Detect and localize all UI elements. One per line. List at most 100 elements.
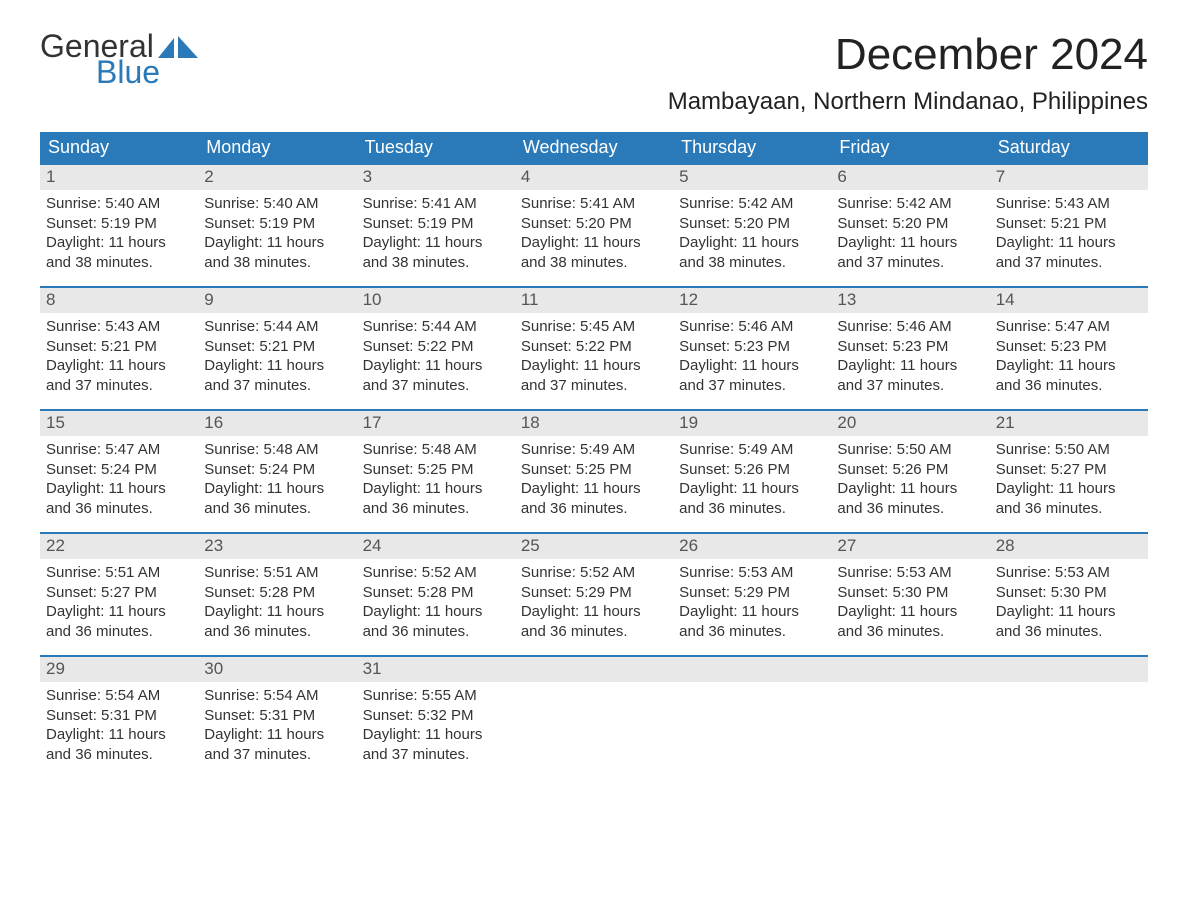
day-info-line: Sunrise: 5:43 AM xyxy=(46,317,192,337)
day-cell: 20Sunrise: 5:50 AMSunset: 5:26 PMDayligh… xyxy=(831,411,989,518)
day-body: Sunrise: 5:50 AMSunset: 5:27 PMDaylight:… xyxy=(990,436,1148,518)
day-info-line: and 37 minutes. xyxy=(996,253,1142,273)
day-cell: 11Sunrise: 5:45 AMSunset: 5:22 PMDayligh… xyxy=(515,288,673,395)
day-cell: 13Sunrise: 5:46 AMSunset: 5:23 PMDayligh… xyxy=(831,288,989,395)
day-number: 14 xyxy=(990,288,1148,313)
day-info-line: and 36 minutes. xyxy=(46,499,192,519)
day-info-line: and 36 minutes. xyxy=(996,499,1142,519)
day-body: Sunrise: 5:47 AMSunset: 5:24 PMDaylight:… xyxy=(40,436,198,518)
day-info-line: Sunset: 5:30 PM xyxy=(996,583,1142,603)
day-cell: 31Sunrise: 5:55 AMSunset: 5:32 PMDayligh… xyxy=(357,657,515,764)
week-row: 15Sunrise: 5:47 AMSunset: 5:24 PMDayligh… xyxy=(40,409,1148,518)
day-body: Sunrise: 5:49 AMSunset: 5:25 PMDaylight:… xyxy=(515,436,673,518)
day-body: Sunrise: 5:42 AMSunset: 5:20 PMDaylight:… xyxy=(831,190,989,272)
day-info-line: Sunset: 5:21 PM xyxy=(996,214,1142,234)
day-info-line: Sunrise: 5:50 AM xyxy=(996,440,1142,460)
day-number: 6 xyxy=(831,165,989,190)
day-body: Sunrise: 5:43 AMSunset: 5:21 PMDaylight:… xyxy=(40,313,198,395)
sail-icon xyxy=(158,36,198,58)
day-body: Sunrise: 5:51 AMSunset: 5:28 PMDaylight:… xyxy=(198,559,356,641)
day-number: 16 xyxy=(198,411,356,436)
day-info-line: Sunrise: 5:40 AM xyxy=(46,194,192,214)
day-info-line: Sunrise: 5:49 AM xyxy=(679,440,825,460)
day-number: 30 xyxy=(198,657,356,682)
day-body: Sunrise: 5:44 AMSunset: 5:22 PMDaylight:… xyxy=(357,313,515,395)
day-cell: 1Sunrise: 5:40 AMSunset: 5:19 PMDaylight… xyxy=(40,165,198,272)
header: General Blue December 2024 Mambayaan, No… xyxy=(40,30,1148,128)
day-cell: 14Sunrise: 5:47 AMSunset: 5:23 PMDayligh… xyxy=(990,288,1148,395)
day-number: 12 xyxy=(673,288,831,313)
day-number: 7 xyxy=(990,165,1148,190)
day-info-line: and 37 minutes. xyxy=(363,376,509,396)
day-info-line: Sunrise: 5:48 AM xyxy=(363,440,509,460)
day-cell: 18Sunrise: 5:49 AMSunset: 5:25 PMDayligh… xyxy=(515,411,673,518)
day-body: Sunrise: 5:49 AMSunset: 5:26 PMDaylight:… xyxy=(673,436,831,518)
day-info-line: Sunset: 5:31 PM xyxy=(204,706,350,726)
day-body: Sunrise: 5:42 AMSunset: 5:20 PMDaylight:… xyxy=(673,190,831,272)
day-number: 23 xyxy=(198,534,356,559)
day-info-line: Daylight: 11 hours xyxy=(679,479,825,499)
day-info-line: Sunset: 5:21 PM xyxy=(204,337,350,357)
day-info-line: Sunset: 5:20 PM xyxy=(679,214,825,234)
day-info-line: and 36 minutes. xyxy=(521,622,667,642)
day-info-line: Sunrise: 5:42 AM xyxy=(837,194,983,214)
day-info-line: and 38 minutes. xyxy=(679,253,825,273)
day-body: Sunrise: 5:53 AMSunset: 5:29 PMDaylight:… xyxy=(673,559,831,641)
day-cell: 2Sunrise: 5:40 AMSunset: 5:19 PMDaylight… xyxy=(198,165,356,272)
day-info-line: and 37 minutes. xyxy=(837,253,983,273)
day-info-line: Daylight: 11 hours xyxy=(837,602,983,622)
day-body: Sunrise: 5:40 AMSunset: 5:19 PMDaylight:… xyxy=(198,190,356,272)
day-info-line: Daylight: 11 hours xyxy=(521,479,667,499)
weekday-monday: Monday xyxy=(198,132,356,163)
weekday-sunday: Sunday xyxy=(40,132,198,163)
day-number: 11 xyxy=(515,288,673,313)
day-info-line: and 36 minutes. xyxy=(204,499,350,519)
week-row: 8Sunrise: 5:43 AMSunset: 5:21 PMDaylight… xyxy=(40,286,1148,395)
day-cell: 17Sunrise: 5:48 AMSunset: 5:25 PMDayligh… xyxy=(357,411,515,518)
day-info-line: Sunset: 5:26 PM xyxy=(679,460,825,480)
day-body: Sunrise: 5:47 AMSunset: 5:23 PMDaylight:… xyxy=(990,313,1148,395)
day-info-line: and 36 minutes. xyxy=(46,622,192,642)
day-info-line: Sunset: 5:19 PM xyxy=(46,214,192,234)
day-info-line: Sunset: 5:29 PM xyxy=(521,583,667,603)
day-number: 19 xyxy=(673,411,831,436)
day-number: 1 xyxy=(40,165,198,190)
day-info-line: Sunset: 5:27 PM xyxy=(996,460,1142,480)
day-cell: 10Sunrise: 5:44 AMSunset: 5:22 PMDayligh… xyxy=(357,288,515,395)
day-info-line: Sunrise: 5:52 AM xyxy=(521,563,667,583)
day-body: Sunrise: 5:55 AMSunset: 5:32 PMDaylight:… xyxy=(357,682,515,764)
day-info-line: Daylight: 11 hours xyxy=(996,479,1142,499)
day-number: 24 xyxy=(357,534,515,559)
day-info-line: Daylight: 11 hours xyxy=(837,356,983,376)
day-body: Sunrise: 5:43 AMSunset: 5:21 PMDaylight:… xyxy=(990,190,1148,272)
day-cell: 27Sunrise: 5:53 AMSunset: 5:30 PMDayligh… xyxy=(831,534,989,641)
day-info-line: Sunrise: 5:51 AM xyxy=(46,563,192,583)
day-body: Sunrise: 5:52 AMSunset: 5:29 PMDaylight:… xyxy=(515,559,673,641)
day-info-line: Sunrise: 5:54 AM xyxy=(204,686,350,706)
day-info-line: Sunrise: 5:47 AM xyxy=(46,440,192,460)
location: Mambayaan, Northern Mindanao, Philippine… xyxy=(668,88,1148,116)
day-info-line: Daylight: 11 hours xyxy=(46,602,192,622)
day-cell: 28Sunrise: 5:53 AMSunset: 5:30 PMDayligh… xyxy=(990,534,1148,641)
day-cell xyxy=(990,657,1148,764)
day-cell: 19Sunrise: 5:49 AMSunset: 5:26 PMDayligh… xyxy=(673,411,831,518)
day-info-line: and 36 minutes. xyxy=(679,622,825,642)
day-info-line: Sunrise: 5:48 AM xyxy=(204,440,350,460)
day-info-line: Sunset: 5:30 PM xyxy=(837,583,983,603)
day-body: Sunrise: 5:40 AMSunset: 5:19 PMDaylight:… xyxy=(40,190,198,272)
day-info-line: Sunrise: 5:52 AM xyxy=(363,563,509,583)
day-info-line: Sunset: 5:28 PM xyxy=(363,583,509,603)
day-info-line: Daylight: 11 hours xyxy=(46,479,192,499)
day-cell: 5Sunrise: 5:42 AMSunset: 5:20 PMDaylight… xyxy=(673,165,831,272)
day-number-empty xyxy=(831,657,989,682)
day-number: 8 xyxy=(40,288,198,313)
day-cell: 7Sunrise: 5:43 AMSunset: 5:21 PMDaylight… xyxy=(990,165,1148,272)
day-info-line: and 38 minutes. xyxy=(46,253,192,273)
day-info-line: and 36 minutes. xyxy=(837,622,983,642)
day-info-line: Daylight: 11 hours xyxy=(996,356,1142,376)
day-number: 18 xyxy=(515,411,673,436)
day-info-line: Sunrise: 5:41 AM xyxy=(521,194,667,214)
day-body: Sunrise: 5:46 AMSunset: 5:23 PMDaylight:… xyxy=(831,313,989,395)
weekday-header-row: SundayMondayTuesdayWednesdayThursdayFrid… xyxy=(40,132,1148,163)
title-block: December 2024 Mambayaan, Northern Mindan… xyxy=(668,30,1148,128)
